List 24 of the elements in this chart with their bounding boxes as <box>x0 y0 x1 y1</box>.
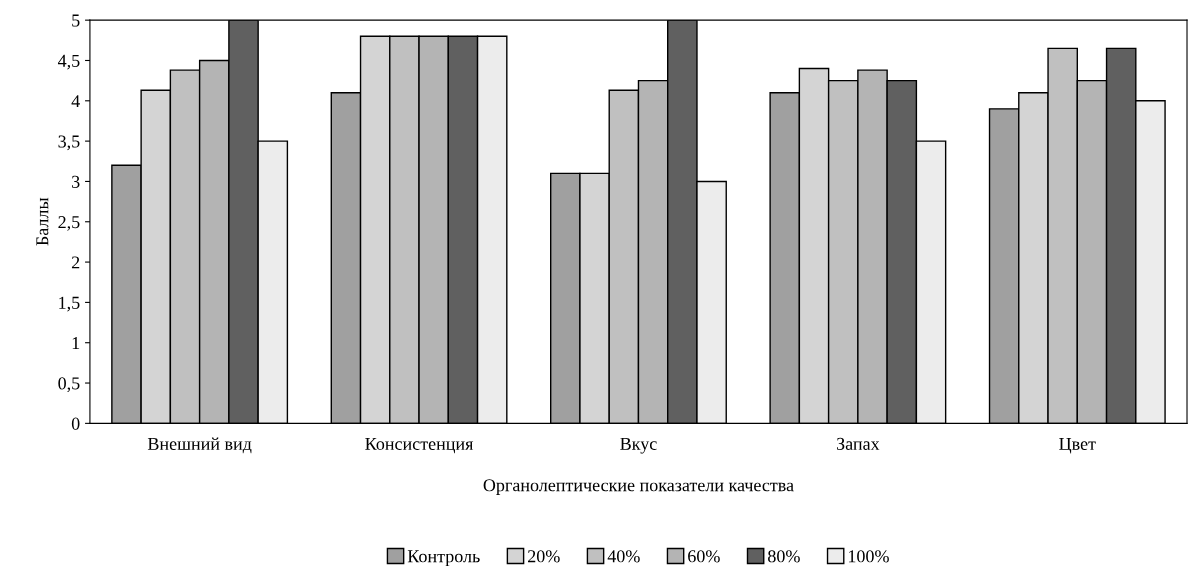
x-tick-label: Консистенция <box>365 437 474 454</box>
y-tick-label: 0 <box>71 417 80 430</box>
y-tick-label: 4 <box>71 95 80 108</box>
legend-label: Контроль <box>407 550 480 567</box>
y-tick-label: 1,5 <box>59 296 80 312</box>
y-tick-label: 5 <box>72 14 80 27</box>
legend-label: 20% <box>528 550 560 563</box>
x-axis-title: Органолептические показатели качества <box>483 479 794 495</box>
y-tick-label: 3 <box>72 175 80 188</box>
y-tick-label: 3,5 <box>58 135 80 151</box>
x-tick-label: Цвет <box>1059 437 1096 454</box>
legend-label: 40% <box>607 550 640 563</box>
y-tick-label: 1 <box>72 337 80 349</box>
x-tick-label: Вкус <box>620 437 657 454</box>
legend-label: 100% <box>848 550 889 563</box>
y-tick-label: 2 <box>71 256 80 269</box>
y-axis-title: Баллы <box>36 197 49 246</box>
y-tick-label: 0,5 <box>58 377 80 393</box>
legend-label: 80% <box>768 550 800 563</box>
y-tick-label: 2,5 <box>58 216 80 231</box>
x-tick-label: Внешний вид <box>147 437 252 454</box>
y-tick-label: 4,5 <box>57 54 80 70</box>
legend-label: 60% <box>688 550 720 563</box>
x-tick-label: Запах <box>836 437 880 450</box>
